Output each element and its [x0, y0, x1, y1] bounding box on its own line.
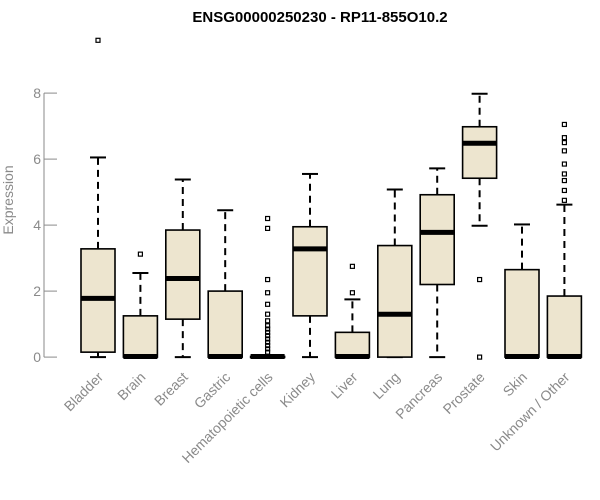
- box-body: [461, 125, 498, 180]
- outlier-point: [349, 263, 355, 269]
- x-tick-label: Prostate: [440, 369, 488, 417]
- box-body: [292, 225, 328, 317]
- outlier-point: [265, 333, 271, 339]
- outlier-point: [265, 215, 271, 222]
- outlier-point: [265, 329, 271, 335]
- box-kidney: [292, 172, 328, 359]
- outlier-point: [95, 37, 101, 43]
- x-tick-label: Lung: [370, 369, 403, 402]
- outlier-point: [561, 121, 568, 128]
- outlier-point: [561, 161, 568, 167]
- box-body: [122, 315, 159, 358]
- outlier-point: [265, 326, 271, 332]
- outlier-point: [265, 346, 271, 352]
- y-tick-label: 0: [33, 349, 41, 365]
- box-body: [546, 295, 583, 358]
- box-liver: [334, 263, 371, 359]
- box-hematopoietic-cells: [249, 215, 286, 359]
- x-tick-label: Liver: [328, 369, 361, 402]
- y-tick-label: 6: [33, 151, 41, 167]
- x-tick-label: Kidney: [277, 369, 319, 411]
- box-bladder: [80, 37, 116, 359]
- outlier-point: [265, 323, 271, 329]
- outlier-point: [265, 301, 271, 307]
- outlier-point: [561, 135, 568, 141]
- chart-title: ENSG00000250230 - RP11-855O10.2: [192, 9, 447, 26]
- y-tick-label: 8: [33, 85, 41, 101]
- box-body: [504, 268, 540, 358]
- box-lung: [376, 188, 413, 359]
- outlier-point: [561, 197, 568, 203]
- x-tick-label: Bladder: [61, 369, 107, 415]
- outlier-point: [265, 336, 271, 342]
- outlier-point: [265, 290, 271, 296]
- outlier-point: [561, 148, 568, 154]
- y-tick-label: 4: [33, 217, 41, 233]
- box-body: [334, 331, 371, 358]
- x-tick-label: Pancreas: [392, 369, 445, 422]
- outlier-point: [561, 177, 568, 184]
- outlier-point: [561, 140, 568, 146]
- outlier-point: [137, 251, 143, 257]
- outlier-point: [265, 311, 271, 317]
- box-body: [419, 193, 456, 286]
- box-pancreas: [419, 167, 456, 359]
- box-gastric: [207, 209, 243, 359]
- outlier-point: [561, 171, 568, 177]
- box-unknown-other: [546, 121, 583, 359]
- box-skin: [504, 223, 540, 359]
- y-axis: 0 2 4 6 8: [33, 85, 57, 365]
- outlier-point: [265, 318, 271, 324]
- box-series: [80, 37, 583, 360]
- outlier-point: [265, 339, 271, 345]
- box-body: [207, 290, 243, 358]
- x-tick-label: Breast: [151, 369, 191, 409]
- outlier-point: [477, 276, 483, 283]
- outlier-point: [477, 354, 483, 360]
- box-breast: [165, 178, 201, 359]
- outlier-point: [349, 290, 355, 296]
- outlier-point: [265, 225, 271, 231]
- outlier-point: [265, 342, 271, 349]
- y-tick-label: 2: [33, 283, 41, 299]
- y-axis-label: Expression: [0, 165, 16, 234]
- box-prostate: [461, 92, 498, 360]
- outlier-point: [265, 276, 271, 283]
- x-tick-label: Skin: [500, 369, 531, 400]
- x-tick-label: Brain: [114, 369, 148, 403]
- box-body: [165, 229, 201, 320]
- x-tick-label: Unknown / Other: [487, 369, 573, 455]
- outlier-point: [561, 187, 568, 194]
- outlier-point: [265, 349, 271, 355]
- box-brain: [122, 251, 159, 359]
- box-body: [376, 244, 413, 358]
